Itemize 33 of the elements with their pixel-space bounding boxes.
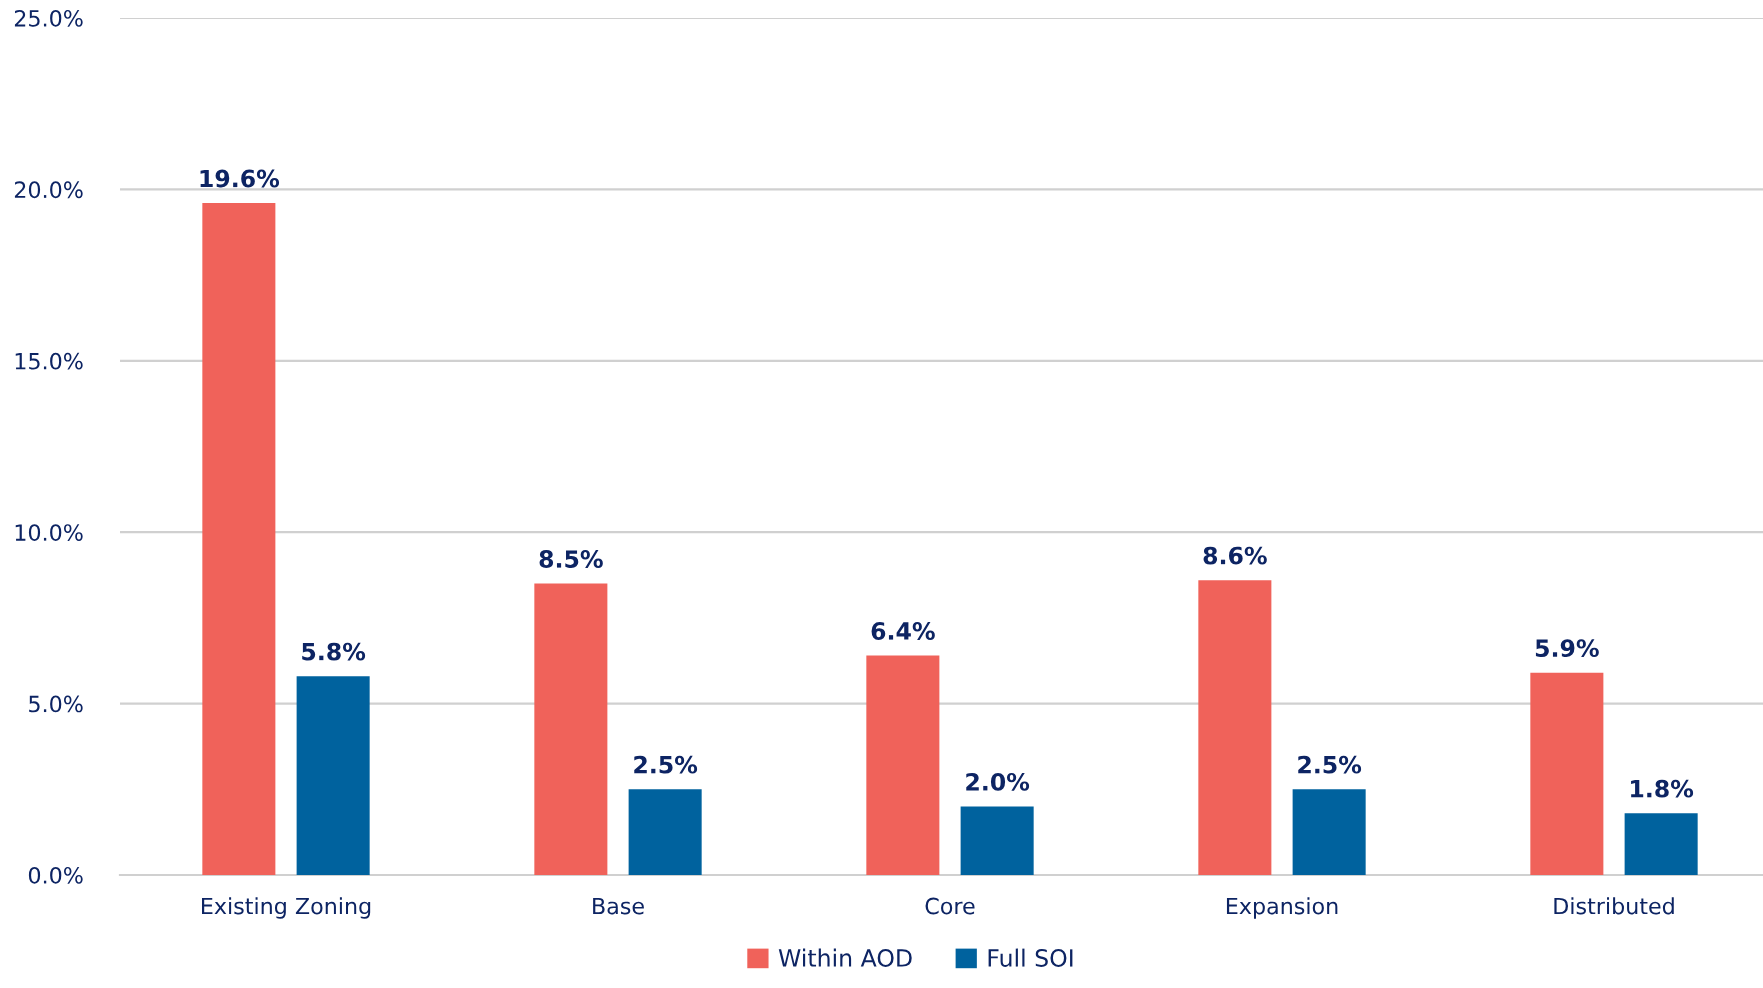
data-label: 2.5% [1298, 755, 1362, 774]
data-label: 1.8% [1631, 779, 1694, 798]
y-tick-label: 0.0% [28, 866, 83, 884]
bar [296, 676, 370, 875]
x-tick-label: Distributed [1554, 897, 1674, 915]
bar [960, 806, 1034, 875]
bar [866, 655, 940, 875]
data-label: 6.4% [871, 622, 935, 640]
data-label: 5.9% [1535, 639, 1599, 658]
legend-label: Full SOI [988, 948, 1073, 967]
y-tick-label: 10.0% [15, 524, 83, 541]
x-tick-label: Expansion [1226, 897, 1338, 919]
bar [628, 789, 702, 875]
data-label: 8.5% [539, 550, 603, 568]
data-label: 2.0% [966, 772, 1030, 791]
bar [1624, 813, 1698, 875]
data-label: 2.5% [634, 755, 698, 774]
y-tick-label: 15.0% [15, 352, 83, 370]
y-tick-label: 20.0% [14, 181, 83, 199]
x-tick-label: Base [593, 897, 644, 915]
data-label: 19.6% [200, 169, 280, 188]
legend-label: Within AOD [778, 948, 912, 967]
bar [534, 583, 608, 875]
x-tick-label: Core [925, 897, 975, 915]
x-tick-label: Existing Zoning [202, 897, 371, 919]
y-tick-label: 25.0% [14, 9, 83, 27]
data-label: 8.6% [1203, 546, 1267, 565]
data-label: 5.8% [302, 642, 366, 661]
bar [1198, 580, 1272, 875]
bar [1292, 789, 1366, 875]
y-tick-label: 5.0% [29, 695, 83, 713]
bar [1530, 672, 1604, 875]
bar [202, 203, 276, 875]
